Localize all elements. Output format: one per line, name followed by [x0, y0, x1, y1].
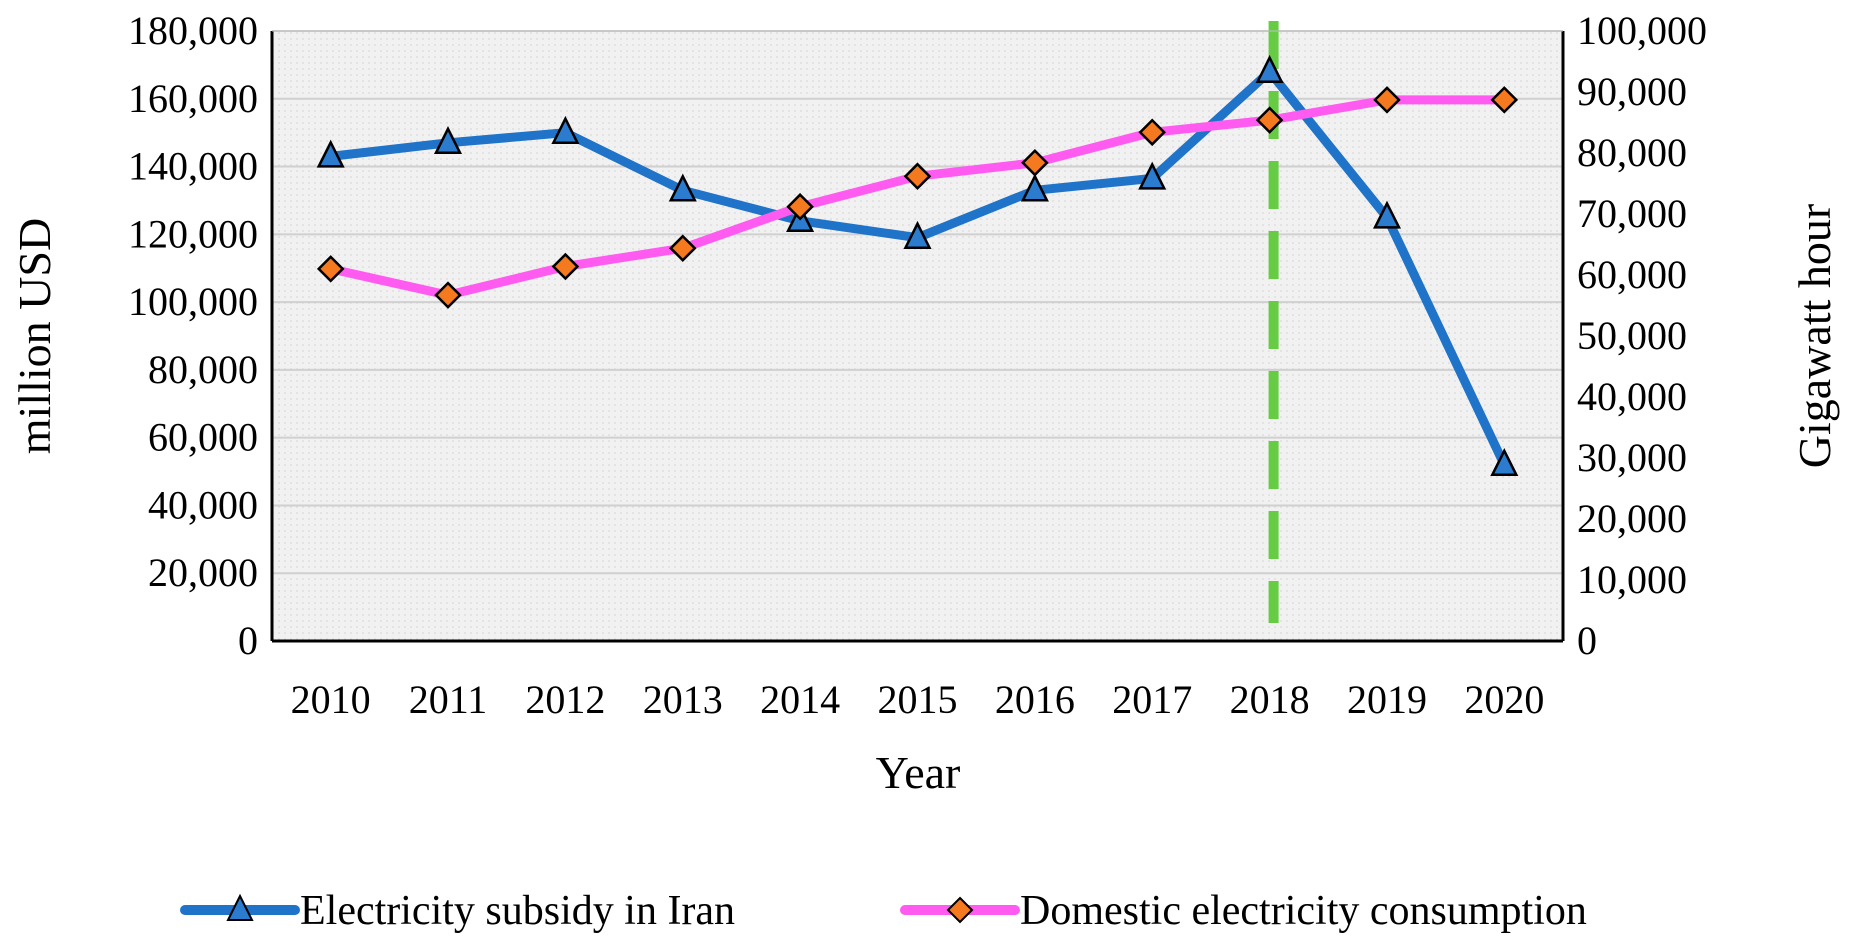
data-point-subsidy [433, 126, 463, 155]
x-tick-label: 2014 [760, 677, 840, 722]
y-tick-label-right: 70,000 [1577, 191, 1687, 236]
x-tick-label: 2011 [409, 677, 488, 722]
data-point-consumption [1021, 149, 1049, 177]
y-axis-title-left: million USD [9, 218, 60, 454]
x-tick-label: 2017 [1112, 677, 1192, 722]
y-tick-label-right: 0 [1577, 618, 1597, 663]
legend-label-subsidy: Electricity subsidy in Iran [300, 888, 735, 934]
y-tick-label-left: 80,000 [148, 347, 258, 392]
y-tick-label-right: 60,000 [1577, 252, 1687, 297]
y-tick-label-right: 10,000 [1577, 557, 1687, 602]
data-point-consumption [903, 162, 932, 190]
data-point-consumption [551, 252, 580, 281]
data-point-consumption [1255, 106, 1284, 134]
data-point-subsidy [1372, 200, 1402, 229]
data-point-consumption [434, 281, 462, 309]
data-point-subsidy [668, 173, 697, 202]
legend-marker-consumption [946, 896, 974, 924]
y-tick-label-left: 120,000 [128, 211, 258, 256]
series-markers [316, 54, 1519, 477]
x-tick-label: 2013 [643, 677, 723, 722]
y-tick-label-left: 0 [238, 618, 258, 663]
x-tick-label: 2015 [878, 677, 958, 722]
data-point-consumption [786, 192, 814, 221]
x-axis-title: Year [876, 747, 961, 798]
y-tick-label-right: 20,000 [1577, 496, 1687, 541]
y-tick-label-left: 100,000 [128, 279, 258, 324]
data-point-consumption [1490, 86, 1519, 114]
data-point-subsidy [316, 139, 345, 168]
y-tick-label-left: 60,000 [148, 415, 258, 460]
data-point-subsidy [1255, 54, 1284, 83]
data-point-subsidy [1020, 173, 1049, 202]
data-point-subsidy [1490, 448, 1519, 477]
x-tick-label: 2010 [291, 677, 371, 722]
axes [270, 30, 1565, 643]
data-point-consumption [1373, 86, 1401, 114]
data-point-subsidy [903, 220, 932, 249]
legend-label-consumption: Domestic electricity consumption [1020, 888, 1587, 934]
y-axis-title-right: Gigawatt hour [1789, 204, 1840, 468]
legend: Electricity subsidy in Iran Domestic ele… [180, 888, 1587, 934]
y-tick-label-right: 50,000 [1577, 313, 1687, 358]
data-point-subsidy [1138, 161, 1167, 190]
x-tick-label: 2016 [995, 677, 1075, 722]
legend-marker-subsidy [226, 893, 254, 921]
y-tick-label-left: 160,000 [128, 76, 258, 121]
data-point-consumption [1138, 118, 1166, 147]
y-tick-label-right: 30,000 [1577, 435, 1687, 480]
data-point-consumption [316, 255, 345, 283]
y-tick-label-right: 100,000 [1577, 8, 1707, 53]
tick-labels: 0 20,000 40,000 60,000 80,000 100,000 120,000 1… [128, 8, 1707, 722]
data-point-consumption [669, 234, 697, 262]
x-tick-label: 2012 [525, 677, 605, 722]
y-tick-label-left: 40,000 [148, 482, 258, 527]
data-point-subsidy [551, 115, 580, 144]
plot-area [272, 31, 1563, 641]
y-tick-label-left: 20,000 [148, 550, 258, 595]
y-tick-label-right: 80,000 [1577, 130, 1687, 175]
y-tick-label-left: 140,000 [128, 144, 258, 189]
y-tick-label-right: 40,000 [1577, 374, 1687, 419]
x-tick-label: 2018 [1230, 677, 1310, 722]
y-tick-label-right: 90,000 [1577, 69, 1687, 114]
x-tick-label: 2020 [1464, 677, 1544, 722]
x-tick-label: 2019 [1347, 677, 1427, 722]
y-tick-label-left: 180,000 [128, 8, 258, 53]
